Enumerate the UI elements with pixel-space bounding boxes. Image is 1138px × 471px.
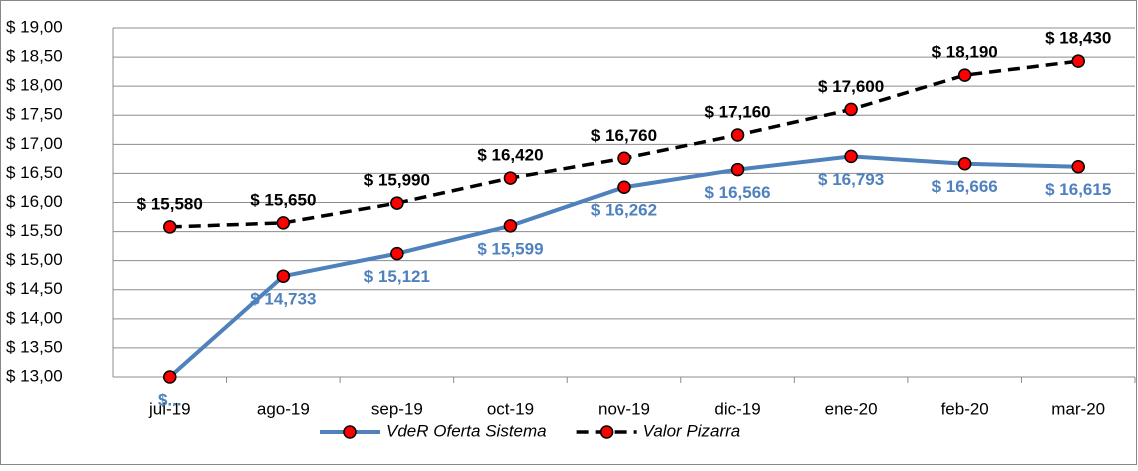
y-tick-label: $ 17,50: [6, 105, 63, 124]
value-label: $ 15,121: [364, 267, 430, 286]
point-marker: [276, 216, 291, 230]
y-tick-label: $ 14,50: [6, 279, 63, 298]
x-tick-label: ene-20: [825, 399, 878, 418]
value-label: $ 15,650: [250, 190, 316, 209]
legend-label: Valor Pizarra: [643, 421, 741, 440]
y-tick-label: $ 14,00: [6, 308, 63, 327]
value-label: $ 17,160: [704, 103, 770, 122]
y-tick-label: $ 17,00: [6, 134, 63, 153]
value-label: $ 18,430: [1045, 29, 1111, 48]
value-label: $ 16,566: [704, 183, 770, 202]
value-label: $ 15,580: [137, 194, 203, 213]
y-tick-label: $ 15,00: [6, 250, 63, 269]
x-tick-label: ago-19: [257, 399, 310, 418]
legend-label: VdeR Oferta Sistema: [386, 421, 547, 440]
y-tick-label: $ 13,00: [6, 366, 63, 385]
y-tick-label: $ 16,00: [6, 192, 63, 211]
point-marker: [503, 219, 518, 233]
point-marker: [1071, 159, 1085, 174]
value-label: $ 16,793: [818, 170, 884, 189]
value-label: $ 16,262: [591, 201, 657, 220]
point-marker: [390, 246, 404, 261]
point-marker: [957, 157, 972, 171]
value-label: $ 15,599: [477, 239, 543, 258]
y-tick-label: $ 19,00: [6, 17, 63, 36]
x-tick-label: oct-19: [487, 399, 534, 418]
y-tick-label: $ 18,50: [6, 47, 63, 66]
legend-marker: [343, 425, 357, 439]
point-marker: [163, 220, 177, 234]
point-marker: [844, 102, 858, 117]
value-label: $ 17,600: [818, 77, 884, 96]
x-tick-label: mar-20: [1051, 399, 1105, 418]
point-marker: [957, 68, 972, 82]
value-label: $ 16,615: [1045, 180, 1111, 199]
value-label: $...: [158, 390, 182, 409]
y-tick-label: $ 15,50: [6, 221, 63, 240]
value-label: $ 16,760: [591, 126, 657, 145]
legend-marker: [599, 425, 614, 439]
point-marker: [617, 151, 631, 166]
point-marker: [163, 370, 177, 384]
x-tick-label: dic-19: [714, 399, 760, 418]
x-tick-label: nov-19: [598, 399, 650, 418]
x-tick-label: sep-19: [371, 399, 423, 418]
x-tick-label: feb-20: [941, 399, 989, 418]
x-tick-label: jul-19: [148, 399, 191, 418]
point-marker: [730, 162, 745, 177]
y-tick-label: $ 13,50: [6, 337, 63, 356]
point-marker: [276, 269, 291, 283]
point-marker: [617, 180, 631, 195]
point-marker: [844, 149, 858, 164]
value-label: $ 16,666: [932, 177, 998, 196]
y-tick-label: $ 16,50: [6, 163, 63, 182]
value-label: $ 14,733: [250, 290, 316, 309]
point-marker: [390, 196, 404, 210]
value-label: $ 15,990: [364, 171, 430, 190]
value-label: $ 16,420: [477, 146, 543, 165]
point-marker: [1071, 54, 1085, 68]
point-marker: [730, 128, 745, 142]
point-marker: [503, 171, 518, 185]
y-tick-label: $ 18,00: [6, 76, 63, 95]
value-label: $ 18,190: [932, 43, 998, 62]
